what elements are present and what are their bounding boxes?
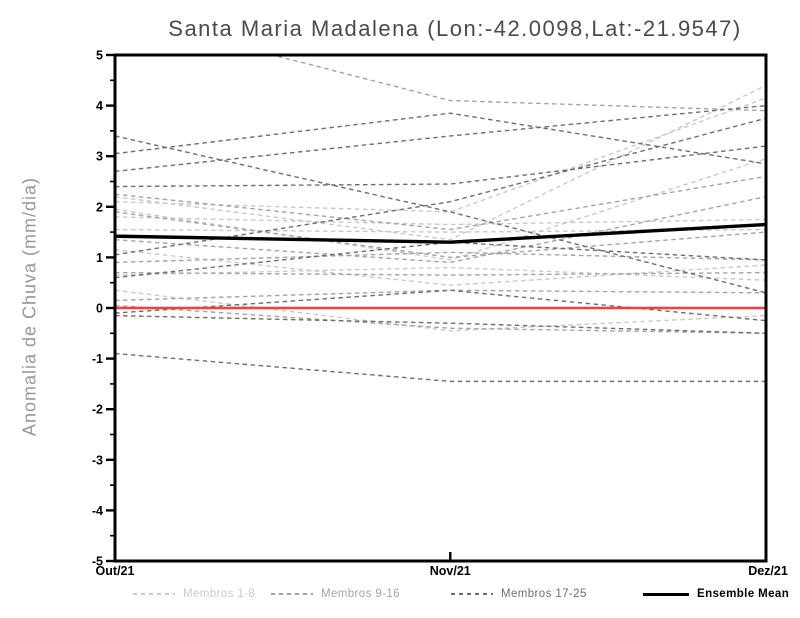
member-dash-swatch [451, 593, 493, 595]
member-line [115, 216, 766, 226]
ensemble-mean-line [114, 222, 767, 244]
member-line [115, 211, 766, 259]
legend-label: Membros 9-16 [321, 588, 400, 600]
member-line [115, 266, 766, 281]
member-line [115, 271, 766, 276]
x-tick-label: Dez/21 [748, 564, 788, 578]
legend-item-membros-1-8: Membros 1-8 [133, 586, 255, 602]
member-line [115, 251, 766, 264]
x-tick-label: Nov/21 [430, 564, 471, 578]
member-line [115, 314, 766, 334]
y-tick-label: 0 [96, 302, 103, 316]
y-tick-label: 4 [96, 99, 103, 113]
member-line [115, 195, 766, 264]
x-tick-label: Out/21 [96, 564, 135, 578]
member-line [269, 55, 766, 112]
y-tick-label: -5 [92, 555, 103, 569]
legend-label: Membros 1-8 [183, 588, 256, 600]
member-line [115, 117, 766, 256]
y-axis-ticks: 5 4 3 2 1 0 -1 -2 -3 -4 -5 [92, 49, 114, 569]
member-line [115, 104, 766, 173]
legend-item-ensemble-mean: Ensemble Mean [643, 586, 789, 602]
member-line [115, 289, 766, 302]
legend-label: Ensemble Mean [697, 588, 790, 600]
legend-item-membros-17-25: Membros 17-25 [451, 586, 587, 602]
member-line [115, 304, 766, 334]
y-tick-label: -2 [92, 403, 103, 417]
member-line [115, 112, 766, 165]
chart-title: Santa Maria Madalena (Lon:-42.0098,Lat:-… [168, 16, 742, 41]
member-dash-swatch [133, 593, 175, 595]
member-dash-swatch [271, 593, 313, 595]
member-line [115, 289, 766, 322]
y-tick-label: -1 [92, 352, 103, 366]
y-tick-label: 1 [96, 251, 103, 265]
member-line [115, 289, 766, 332]
plot-frame [113, 53, 768, 563]
legend-item-membros-9-16: Membros 9-16 [271, 586, 400, 602]
member-line [115, 145, 766, 188]
member-line [115, 84, 766, 241]
member-line [115, 249, 766, 286]
y-tick-label: 3 [96, 150, 103, 164]
member-line [115, 352, 766, 383]
x-axis-labels: Out/21 Nov/21 Dez/21 [96, 564, 788, 578]
member-lines [115, 55, 766, 383]
legend-label: Membros 17-25 [501, 588, 587, 600]
member-line [115, 175, 766, 231]
member-line [115, 158, 766, 261]
y-tick-label: -3 [92, 453, 103, 467]
y-tick-label: 5 [96, 49, 103, 63]
y-tick-label: 2 [96, 200, 103, 214]
y-tick-label: -4 [92, 504, 103, 518]
member-line [115, 135, 766, 294]
ensemble-mean-swatch [643, 592, 689, 596]
chart-legend: Membros 1-8 Membros 9-16 Membros 17-25 Ense… [0, 586, 800, 610]
